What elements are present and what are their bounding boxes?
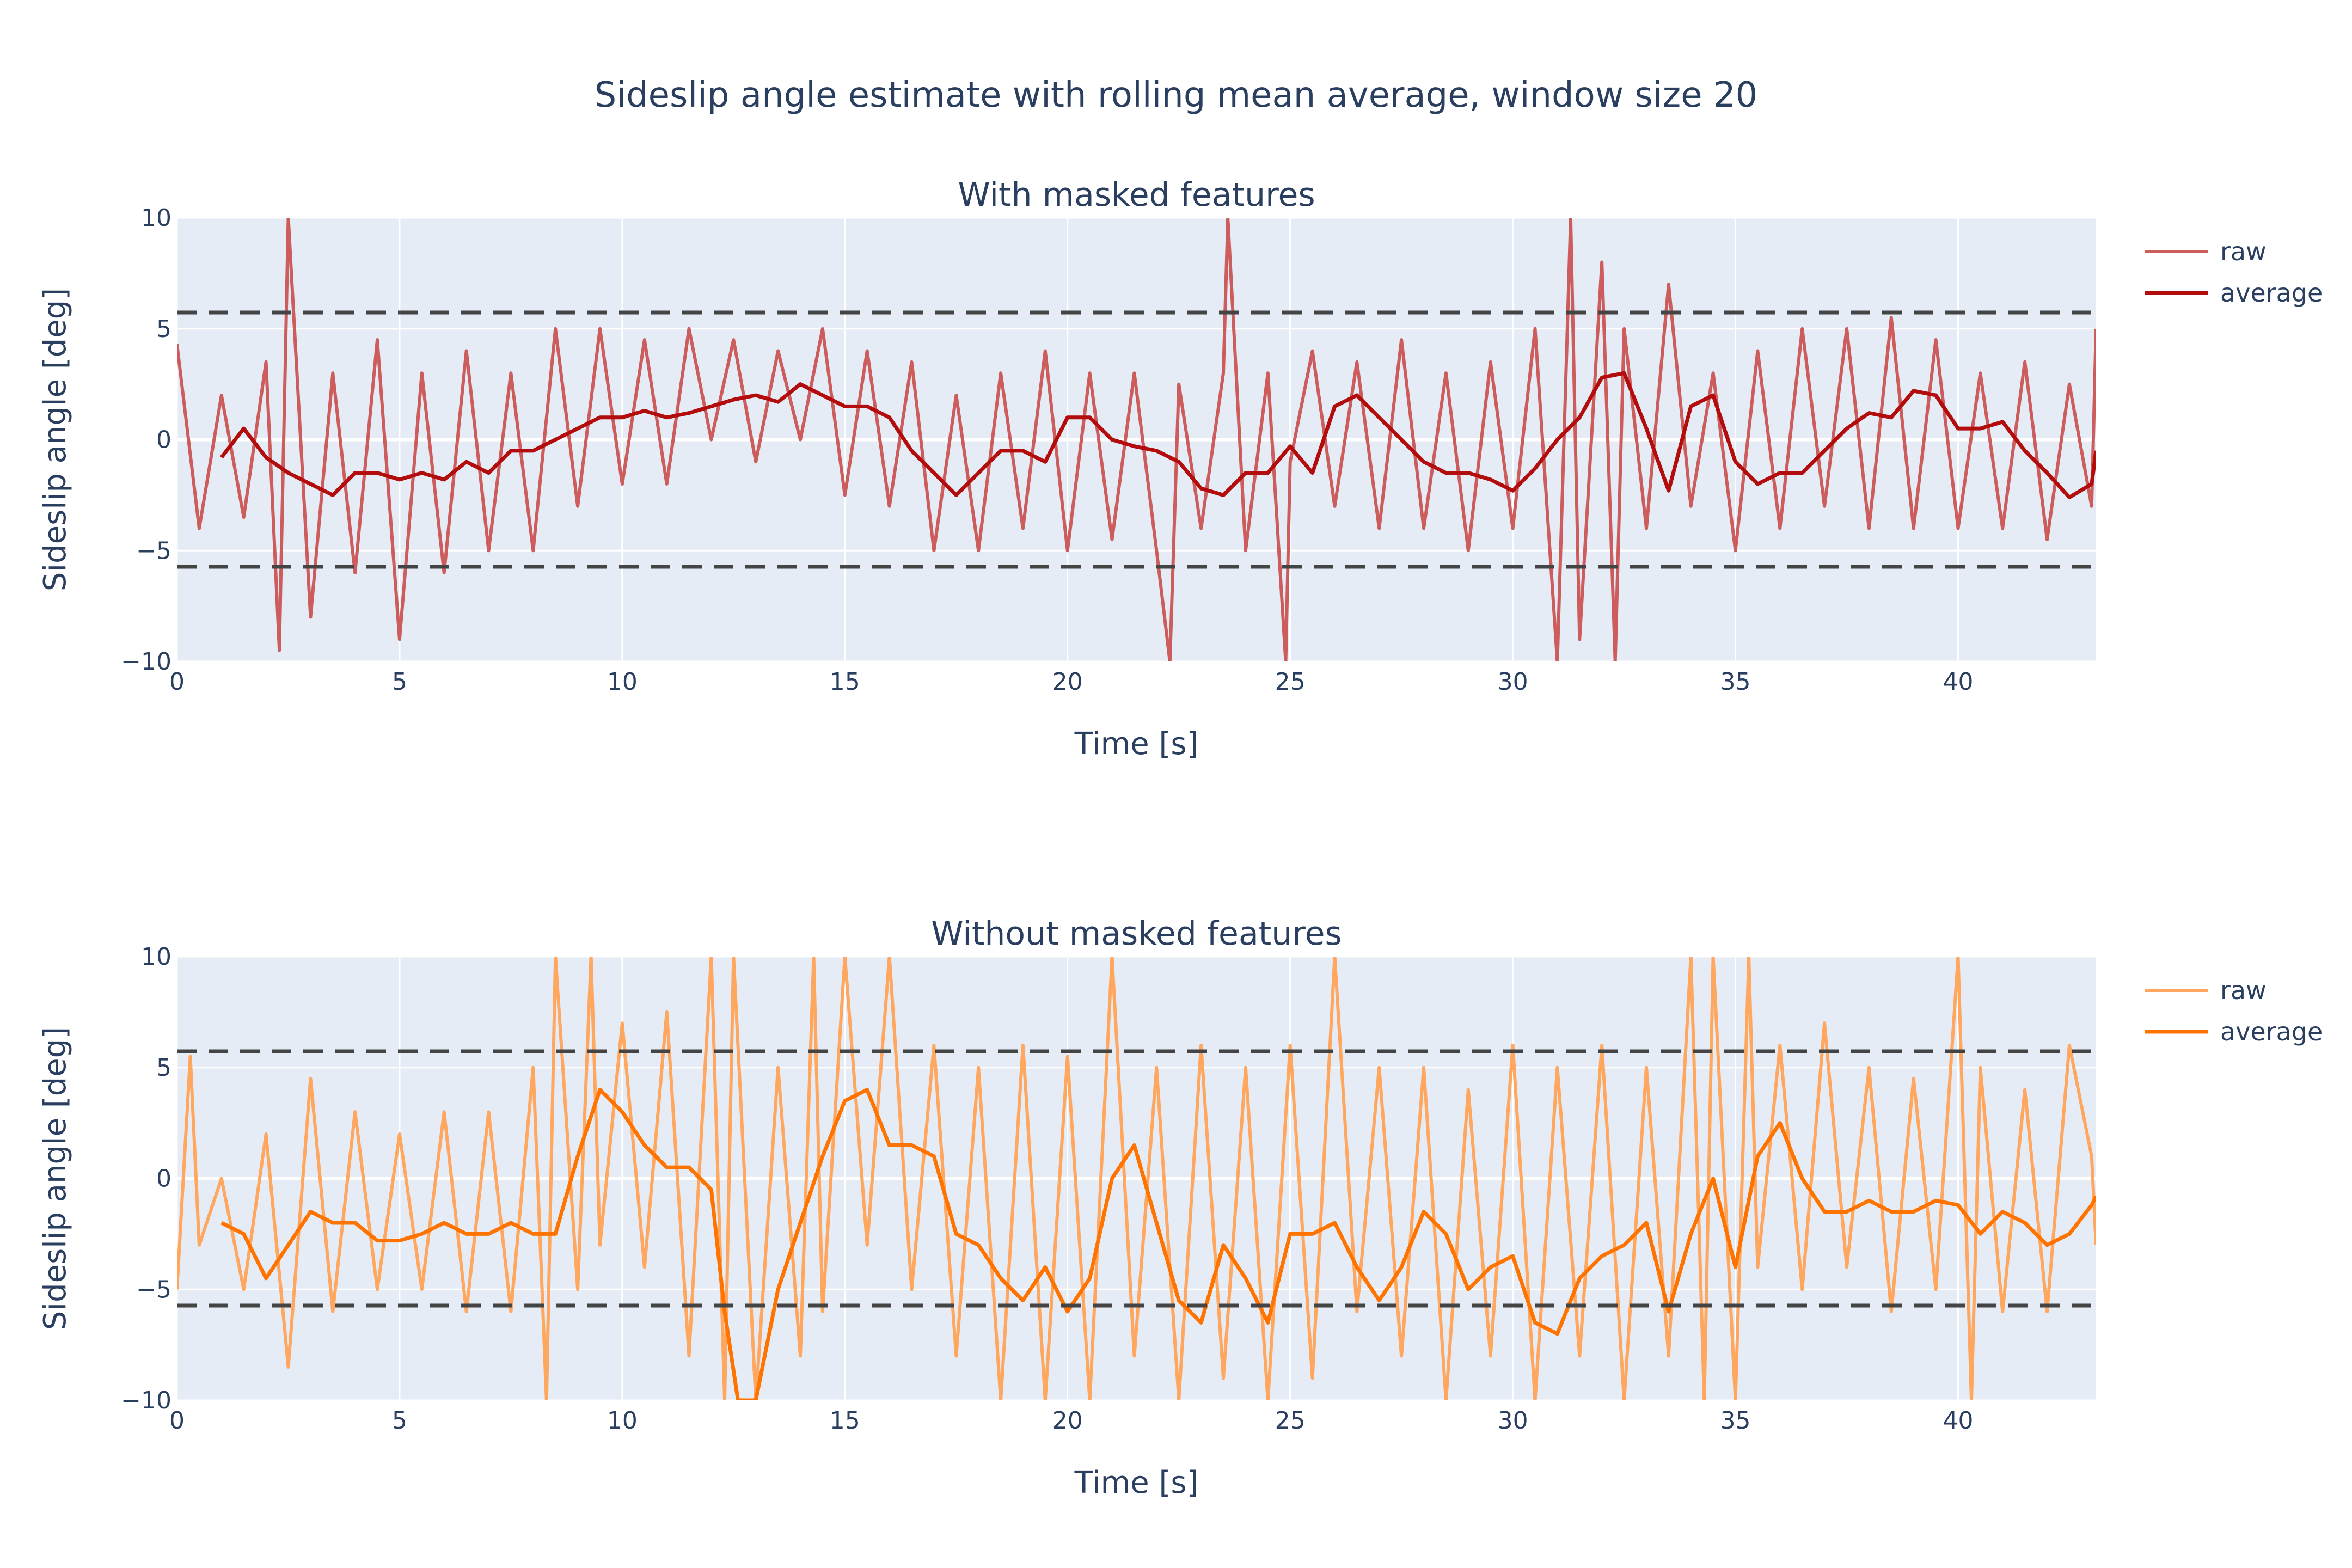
y-tick-label: −5 xyxy=(136,537,171,565)
y-tick-label: 10 xyxy=(141,204,171,232)
x-tick-label: 20 xyxy=(1052,668,1083,696)
y-tick-label: 5 xyxy=(156,1054,171,1082)
x-tick-label: 15 xyxy=(830,1407,860,1435)
y-tick-label: 0 xyxy=(156,1165,171,1193)
x-tick-label: 5 xyxy=(392,668,407,696)
legend-label: average xyxy=(2220,278,2323,308)
x-tick-label: 0 xyxy=(169,668,185,696)
y-axis-title: Sideslip angle [deg] xyxy=(38,288,73,591)
subplot-2: 0 5 10 15 20 25 30 35 40 −10 −5 0 5 10 Without masked … xyxy=(38,915,2323,1500)
plot-area xyxy=(177,218,2096,661)
x-tick-label: 35 xyxy=(1720,668,1751,696)
y-tick-label: −10 xyxy=(121,1387,171,1414)
legend[interactable]: raw average xyxy=(2145,976,2323,1046)
x-axis-title: Time [s] xyxy=(1074,1465,1199,1500)
x-tick-label: 5 xyxy=(392,1407,407,1435)
legend-item-average[interactable]: average xyxy=(2145,278,2323,308)
plot-area xyxy=(177,957,2096,1400)
legend[interactable]: raw average xyxy=(2145,237,2323,308)
y-tick-label: −10 xyxy=(121,648,171,676)
y-tick-label: 10 xyxy=(141,943,171,971)
series-line-average xyxy=(220,371,2096,499)
legend-item-raw[interactable]: raw xyxy=(2145,237,2267,266)
x-tick-label: 35 xyxy=(1720,1407,1751,1435)
subplots: 0 5 10 15 20 25 30 35 40 −10 −5 0 5 10 With masked fea… xyxy=(38,176,2323,1500)
series-line-raw xyxy=(177,957,2096,1400)
x-tick-label: 40 xyxy=(1943,668,1973,696)
y-tick-label: 0 xyxy=(156,426,171,454)
series-line-average xyxy=(220,1088,2096,1400)
y-tick-label: −5 xyxy=(136,1276,171,1303)
subplot-title: With masked features xyxy=(958,176,1315,214)
legend-label: raw xyxy=(2220,237,2267,266)
y-tick-label: 5 xyxy=(156,315,171,343)
subplot-1: 0 5 10 15 20 25 30 35 40 −10 −5 0 5 10 With masked fea… xyxy=(38,176,2323,762)
legend-item-average[interactable]: average xyxy=(2145,1017,2323,1046)
x-tick-label: 10 xyxy=(607,1407,638,1435)
legend-label: raw xyxy=(2220,976,2267,1005)
x-tick-label: 25 xyxy=(1275,1407,1306,1435)
legend-label: average xyxy=(2220,1017,2323,1046)
x-tick-label: 10 xyxy=(607,668,638,696)
subplot-title: Without masked features xyxy=(931,915,1342,953)
x-axis-title: Time [s] xyxy=(1074,726,1199,762)
x-tick-label: 20 xyxy=(1052,1407,1083,1435)
legend-item-raw[interactable]: raw xyxy=(2145,976,2267,1005)
x-tick-label: 40 xyxy=(1943,1407,1973,1435)
x-tick-label: 30 xyxy=(1498,1407,1528,1435)
x-tick-label: 30 xyxy=(1498,668,1528,696)
y-axis-title: Sideslip angle [deg] xyxy=(38,1027,73,1330)
x-tick-label: 15 xyxy=(830,668,860,696)
x-tick-label: 25 xyxy=(1275,668,1306,696)
figure-title: Sideslip angle estimate with rolling mea… xyxy=(595,75,1758,115)
x-tick-label: 0 xyxy=(169,1407,185,1435)
